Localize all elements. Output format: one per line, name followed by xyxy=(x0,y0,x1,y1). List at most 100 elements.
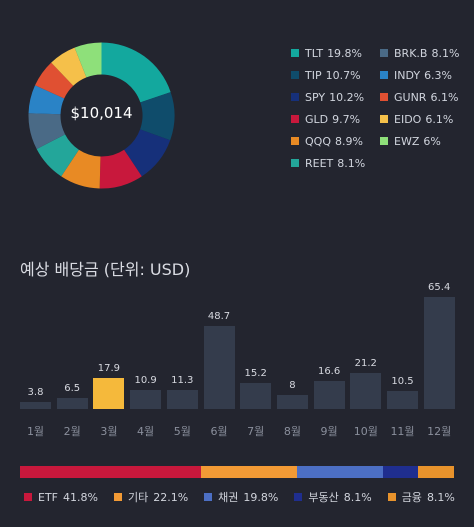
legend-ticker: EIDO xyxy=(394,112,422,126)
asset-legend-percent: 41.8% xyxy=(63,490,98,504)
donut-slice-indy xyxy=(28,85,65,115)
legend-ticker: TIP xyxy=(305,68,322,82)
dividend-value-label: 15.2 xyxy=(244,367,267,379)
legend-swatch xyxy=(291,137,299,145)
legend-percent: 6.3% xyxy=(424,68,453,82)
dividend-bar-4[interactable] xyxy=(130,390,162,409)
legend-swatch xyxy=(291,159,299,167)
legend-item-tlt: TLT 19.8% xyxy=(291,44,365,62)
legend-item-qqq: QQQ 8.9% xyxy=(291,132,365,150)
donut-slice-brk-b xyxy=(28,113,66,150)
dividend-value-label: 8 xyxy=(289,380,296,392)
dividend-value-label: 10.5 xyxy=(391,376,414,388)
legend-percent: 10.7% xyxy=(325,68,361,82)
legend-item-reet: REET 8.1% xyxy=(291,154,365,172)
legend-item-ewz: EWZ 6% xyxy=(380,132,459,150)
asset-segment-0 xyxy=(20,466,202,478)
dividend-value-label: 17.9 xyxy=(97,363,121,375)
asset-segment-4 xyxy=(418,466,454,478)
dividend-section-title: 예상 배당금 (단위: USD) xyxy=(20,260,191,279)
asset-segment-1 xyxy=(201,466,298,478)
legend-ticker: QQQ xyxy=(305,134,331,148)
asset-legend-percent: 8.1% xyxy=(343,490,372,504)
dividend-value-label: 10.9 xyxy=(134,375,157,387)
dividend-bar-2[interactable] xyxy=(56,397,88,409)
dividend-bar-3[interactable] xyxy=(93,378,125,409)
portfolio-total: $10,014 xyxy=(70,104,133,122)
asset-class-stacked-bar xyxy=(20,466,454,478)
legend-ticker: INDY xyxy=(394,68,421,82)
dividend-value-label: 16.6 xyxy=(317,365,341,377)
donut-slice-tlt xyxy=(101,42,171,103)
dividend-bar-6[interactable] xyxy=(203,325,235,409)
asset-legend-swatch xyxy=(294,493,303,501)
asset-legend-swatch xyxy=(387,493,396,501)
asset-legend-swatch xyxy=(113,493,122,501)
legend-item-gld: GLD 9.7% xyxy=(291,110,365,128)
asset-legend-swatch xyxy=(24,493,32,501)
asset-legend-item: 부동산 8.1% xyxy=(294,489,372,505)
legend-percent: 6.1% xyxy=(430,90,459,104)
dividend-bar-11[interactable] xyxy=(387,391,418,409)
dividend-bar-9[interactable] xyxy=(313,380,345,409)
month-label: 12월 xyxy=(427,425,452,438)
dividend-bar-7[interactable] xyxy=(240,382,272,409)
donut-slice-tip xyxy=(140,92,175,141)
asset-legend-percent: 22.1% xyxy=(153,490,189,504)
legend-percent: 8.1% xyxy=(337,156,366,170)
asset-legend-percent: 8.1% xyxy=(426,490,455,504)
legend-ticker: GUNR xyxy=(394,90,427,104)
dividend-value-label: 3.8 xyxy=(27,387,44,399)
legend-swatch xyxy=(291,93,299,101)
legend-swatch xyxy=(380,49,388,57)
legend-ticker: EWZ xyxy=(394,134,420,148)
dividend-bar-10[interactable] xyxy=(350,372,382,409)
legend-item-brk-b: BRK.B 8.1% xyxy=(380,44,459,62)
asset-legend-name: ETF xyxy=(38,490,58,504)
legend-item-tip: TIP 10.7% xyxy=(291,66,365,84)
legend-item-indy: INDY 6.3% xyxy=(380,66,459,84)
legend-percent: 9.7% xyxy=(332,112,361,126)
asset-legend-item: 기타 22.1% xyxy=(113,489,189,505)
asset-legend-name: 채권 xyxy=(218,491,239,504)
asset-segment-3 xyxy=(383,466,419,478)
donut-slice-qqq xyxy=(61,149,101,189)
month-label: 4월 xyxy=(137,425,155,438)
asset-legend-item: ETF 41.8% xyxy=(24,489,98,505)
legend-percent: 10.2% xyxy=(329,90,365,104)
month-label: 9월 xyxy=(320,425,338,438)
legend-swatch xyxy=(380,71,388,79)
legend-swatch xyxy=(291,49,299,57)
asset-legend-item: 채권 19.8% xyxy=(204,489,278,505)
dividend-value-label: 48.7 xyxy=(207,310,231,322)
dividend-value-label: 11.3 xyxy=(171,374,194,386)
asset-legend-swatch xyxy=(204,493,213,501)
allocation-donut-chart xyxy=(28,42,175,189)
legend-percent: 19.8% xyxy=(327,46,363,60)
legend-percent: 8.9% xyxy=(334,134,363,148)
legend-ticker: REET xyxy=(305,156,334,170)
holdings-legend-right: BRK.B 8.1% INDY 6.3% GUNR 6.1% EIDO 6.1% EWZ 6% xyxy=(380,44,459,154)
donut-slice-spy xyxy=(124,129,171,177)
asset-class-legend: ETF 41.8% 기타 22.1% 채권 19.8% 부동산 8.1% 금융 8.1% xyxy=(24,489,471,505)
legend-item-spy: SPY 10.2% xyxy=(291,88,365,106)
legend-percent: 8.1% xyxy=(431,46,460,60)
dividend-bar-12[interactable] xyxy=(423,297,455,409)
month-label: 3월 xyxy=(100,425,118,438)
month-label: 6월 xyxy=(210,425,228,438)
month-label: 11월 xyxy=(390,425,415,438)
dividend-bar-8[interactable] xyxy=(276,395,308,409)
holdings-legend-left: TLT 19.8% TIP 10.7% SPY 10.2% GLD 9.7% QQQ 8.9% RE… xyxy=(291,44,365,176)
legend-swatch xyxy=(291,71,299,79)
asset-legend-name: 부동산 xyxy=(308,491,339,504)
asset-legend-item: 금융 8.1% xyxy=(387,489,455,505)
asset-legend-name: 기타 xyxy=(127,491,149,504)
legend-ticker: BRK.B xyxy=(394,46,428,60)
dividend-bar-1[interactable] xyxy=(20,402,51,409)
legend-ticker: SPY xyxy=(305,90,326,104)
asset-legend-name: 금융 xyxy=(401,491,422,504)
asset-segment-2 xyxy=(297,466,384,478)
legend-item-eido: EIDO 6.1% xyxy=(380,110,459,128)
monthly-dividend-bar-chart: 3.8 1월 6.5 2월 17.9 3월 10.9 4월 11.3 5월 48.7 6월 15.2 7월… xyxy=(0,280,474,440)
dividend-bar-5[interactable] xyxy=(166,389,198,409)
